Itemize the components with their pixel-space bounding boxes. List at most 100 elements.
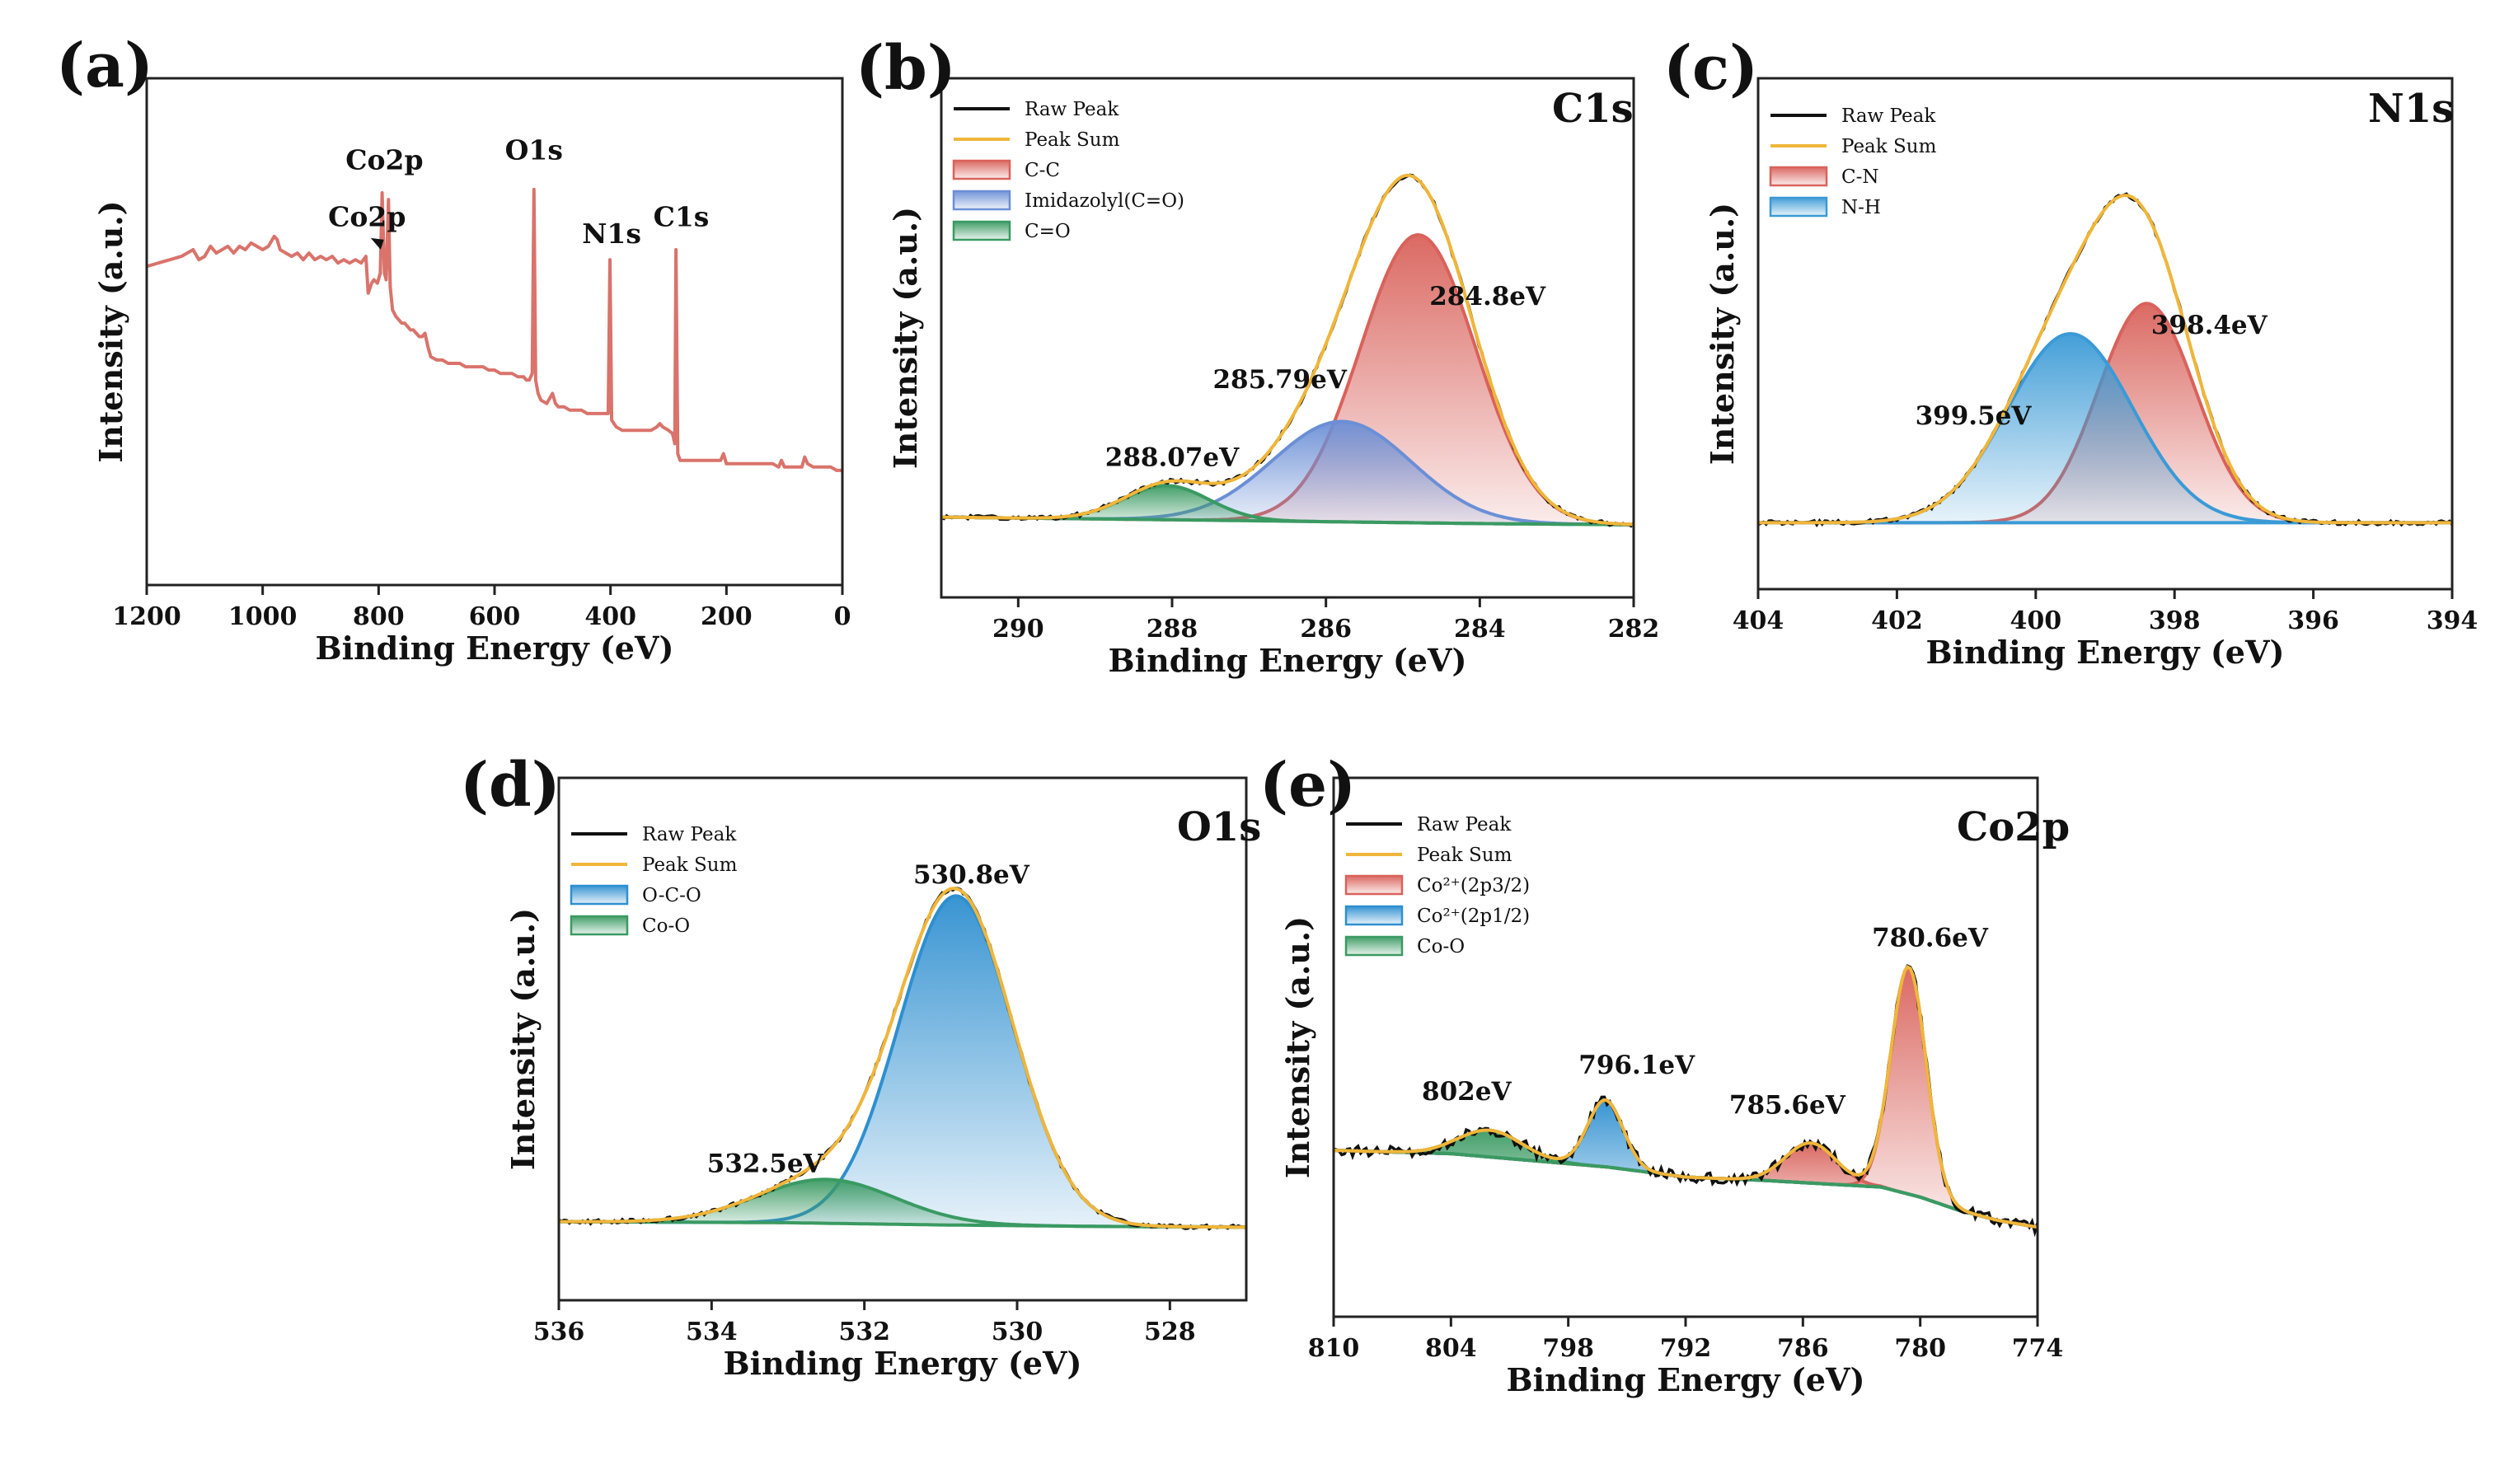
legend-entry-label: Imidazolyl(C=O) <box>1025 190 1184 212</box>
component-area-c-o <box>941 485 1634 525</box>
x-tick-label: 288 <box>1147 615 1198 644</box>
peak-label: 802eV <box>1422 1077 1512 1107</box>
peak-annotation: N1s <box>582 218 641 250</box>
legend-area-swatch <box>1344 935 1404 957</box>
plot-area <box>147 187 842 472</box>
legend-entry-label: C=O <box>1025 221 1071 242</box>
x-tick-label: 600 <box>469 602 521 631</box>
x-tick-label: 396 <box>2287 606 2339 635</box>
panel-label: (b) <box>856 33 956 104</box>
legend-entry-label: Co²⁺(2p1/2) <box>1417 906 1530 927</box>
component-area-co-o <box>1334 1130 2038 1228</box>
peak-label: 532.5eV <box>707 1149 824 1179</box>
x-tick-label: 528 <box>1144 1318 1196 1346</box>
peak-label: 285.79eV <box>1212 365 1347 395</box>
y-axis-title: Intensity (a.u.) <box>504 908 542 1170</box>
x-tick-label: 200 <box>701 602 753 631</box>
x-tick-label: 536 <box>533 1318 585 1346</box>
x-axis-title: Binding Energy (eV) <box>316 630 674 667</box>
x-tick-label: 800 <box>353 602 405 631</box>
legend-area-swatch <box>1344 874 1404 896</box>
x-tick-label: 286 <box>1300 615 1352 644</box>
x-tick-label: 1000 <box>228 602 298 631</box>
legend: Raw Peak Peak Sum Co²⁺(2p3/2) Co²⁺(2p1/2) Co… <box>1344 814 1530 957</box>
legend-entry-label: N-H <box>1841 197 1881 218</box>
x-axis-title: Binding Energy (eV) <box>1109 642 1467 679</box>
peak-sum-line <box>1758 194 2452 525</box>
panel-b: 290 288 286 284 282 Binding Energy (eV) Intens… <box>856 33 1659 679</box>
panel-c: 404 402 400 398 396 394 Binding Energy (eV) Int… <box>1663 33 2478 671</box>
x-tick-label: 290 <box>992 615 1044 644</box>
legend-entry-label: O-C-O <box>642 885 701 906</box>
x-axis-title: Binding Energy (eV) <box>1507 1361 1865 1398</box>
peak-annotation: C1s <box>654 201 710 233</box>
legend-entry-label: Raw Peak <box>1841 105 1936 127</box>
legend: Raw Peak Peak Sum C-N N-H <box>1769 105 1937 218</box>
panel-label: (e) <box>1259 750 1356 821</box>
x-tick-label: 398 <box>2149 606 2201 635</box>
peak-label: 398.4eV <box>2151 311 2268 340</box>
legend-entry-label: Raw Peak <box>1025 99 1119 120</box>
x-tick-label: 400 <box>2010 606 2061 635</box>
baseline-line <box>559 1220 1246 1229</box>
legend-entry-label: Co-O <box>642 915 690 937</box>
panel-label: (a) <box>56 30 153 101</box>
legend-entry-label: Co-O <box>1417 936 1465 957</box>
peak-label: 284.8eV <box>1429 282 1546 311</box>
panel-title: N1s <box>2368 86 2454 132</box>
panel-d: 536 534 532 530 528 Binding Energy (eV) Intens… <box>460 750 1261 1382</box>
legend-entry-label: Peak Sum <box>1841 136 1937 157</box>
panel-label: (d) <box>460 750 560 821</box>
panel-a: 1200 1000 800 600 400 200 0 Binding Energy (eV)… <box>56 30 851 667</box>
x-axis-title: Binding Energy (eV) <box>1926 634 2285 671</box>
panel-title: O1s <box>1177 804 1261 850</box>
x-tick-label: 804 <box>1425 1334 1477 1363</box>
x-tick-label: 284 <box>1454 615 1506 644</box>
x-tick-label: 0 <box>834 602 851 631</box>
x-tick-label: 780 <box>1894 1334 1946 1363</box>
peak-label: 780.6eV <box>1872 924 1989 953</box>
component-area-co-o <box>559 1179 1246 1228</box>
plot-area <box>1334 964 2038 1238</box>
x-tick-label: 798 <box>1542 1334 1594 1363</box>
plot-area <box>941 173 1634 528</box>
component-area-imidazolyl-c-o- <box>941 421 1634 525</box>
legend-entry-label: Peak Sum <box>1417 845 1512 866</box>
peak-label: 785.6eV <box>1729 1090 1846 1120</box>
legend-area-swatch <box>952 220 1011 241</box>
panel-e: 810 804 798 792 786 780 774 Binding Energy (eV)… <box>1259 750 2070 1398</box>
x-tick-label: 282 <box>1608 615 1660 644</box>
x-tick-label: 530 <box>992 1318 1043 1346</box>
legend-area-swatch <box>1769 166 1828 187</box>
legend-entry-label: Peak Sum <box>1025 129 1120 151</box>
peak-annotation: Co2p <box>328 201 406 233</box>
peak-label: 530.8eV <box>913 860 1030 890</box>
panel-title: Co2p <box>1957 804 2070 850</box>
axes-frame <box>940 77 1635 599</box>
legend-entry-label: Co²⁺(2p3/2) <box>1417 875 1530 896</box>
legend-entry-label: Raw Peak <box>642 824 737 845</box>
x-tick-label: 402 <box>1871 606 1923 635</box>
peak-sum-line <box>1334 964 2038 1229</box>
legend-entry-label: C-C <box>1025 160 1060 181</box>
x-tick-label: 810 <box>1308 1334 1360 1363</box>
y-axis-title: Intensity (a.u.) <box>1279 916 1316 1178</box>
y-axis-title: Intensity (a.u.) <box>92 200 129 462</box>
y-axis-title: Intensity (a.u.) <box>1704 203 1741 465</box>
x-tick-label: 774 <box>2012 1334 2064 1363</box>
panel-label: (c) <box>1663 33 1758 104</box>
panel-title: C1s <box>1552 86 1634 132</box>
legend-entry-label: Peak Sum <box>642 854 738 876</box>
component-area-co---2p3-2- <box>1334 967 2038 1228</box>
x-tick-label: 400 <box>584 602 636 631</box>
legend-area-swatch <box>1344 905 1404 926</box>
legend-area-swatch <box>570 884 629 906</box>
component-area-o-c-o <box>559 896 1246 1228</box>
x-tick-label: 786 <box>1777 1334 1829 1363</box>
legend-area-swatch <box>952 190 1011 211</box>
legend-area-swatch <box>1769 196 1828 218</box>
peak-label: 796.1eV <box>1578 1051 1695 1080</box>
x-tick-label: 534 <box>686 1318 738 1346</box>
peak-annotation: O1s <box>505 133 563 166</box>
